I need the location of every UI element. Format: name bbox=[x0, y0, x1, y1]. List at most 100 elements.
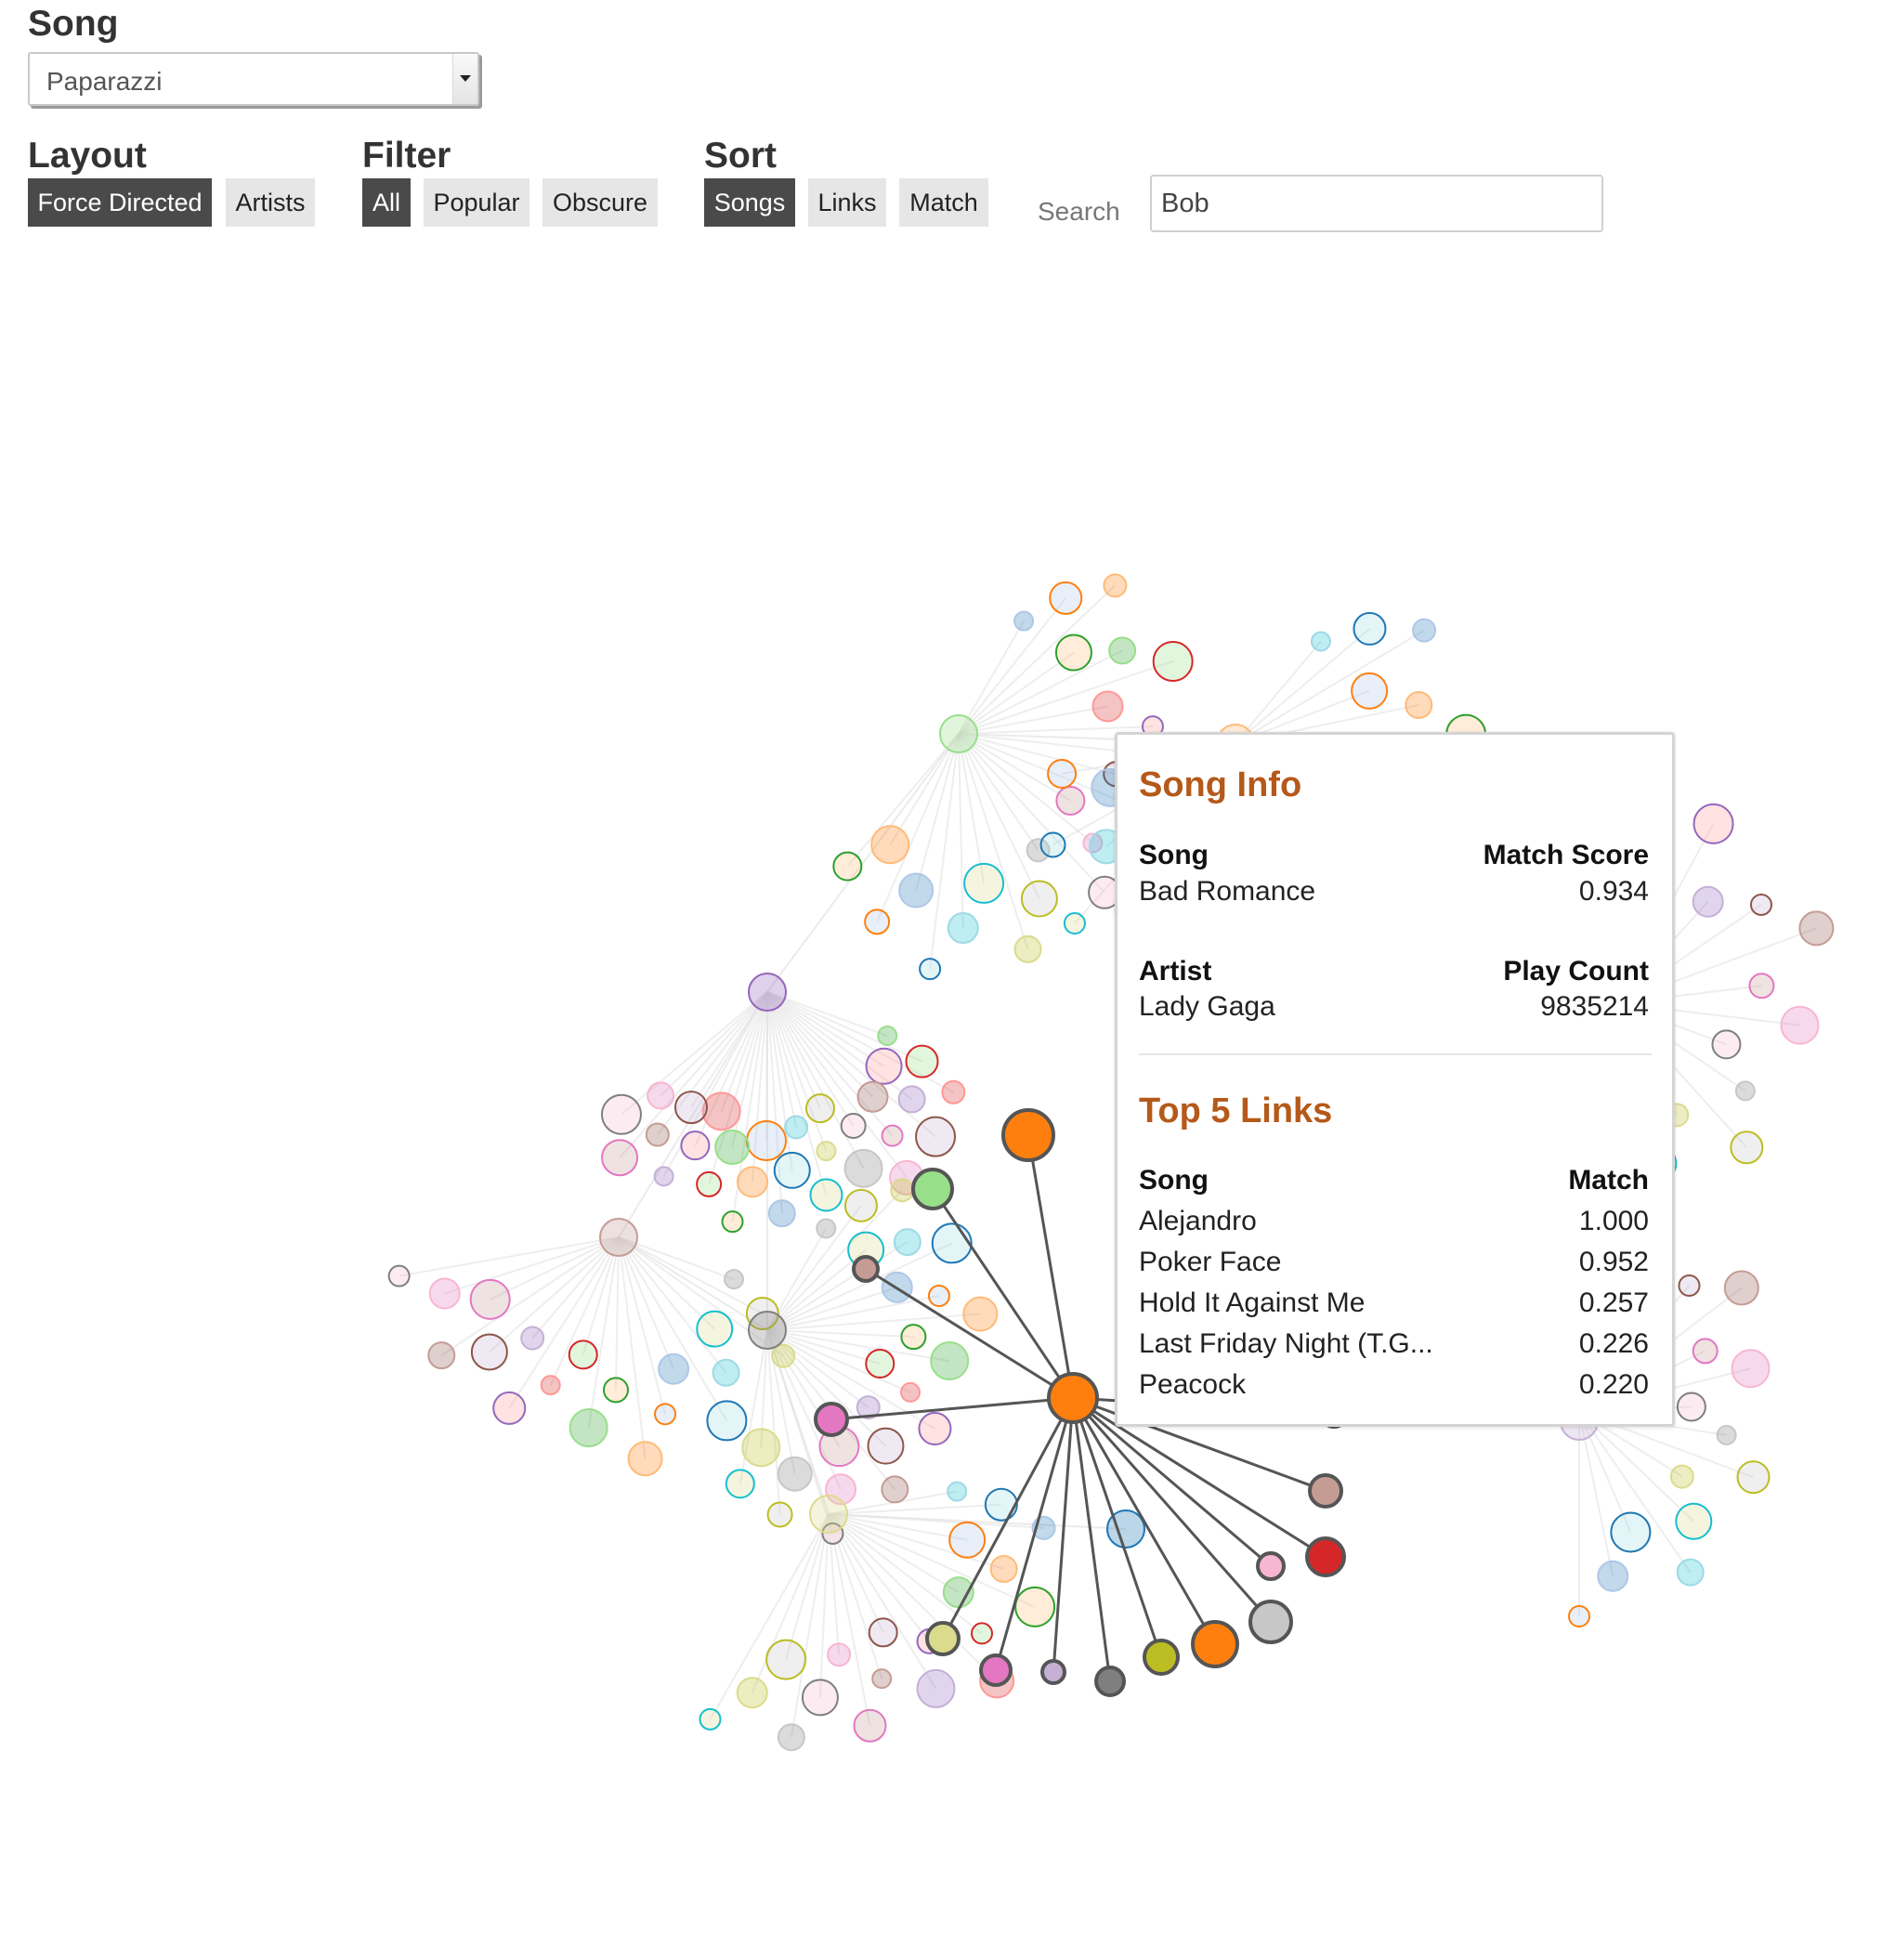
faded-node[interactable] bbox=[971, 1622, 994, 1645]
faded-node[interactable] bbox=[569, 1408, 608, 1448]
faded-node[interactable] bbox=[773, 1151, 811, 1189]
faded-node[interactable] bbox=[871, 1668, 893, 1690]
focused-song-node[interactable] bbox=[1047, 1372, 1099, 1424]
faded-node[interactable] bbox=[1780, 1005, 1820, 1045]
faded-node[interactable] bbox=[865, 1047, 903, 1085]
faded-node[interactable] bbox=[1692, 803, 1734, 844]
faded-node[interactable] bbox=[724, 1269, 745, 1290]
faded-node[interactable] bbox=[696, 1170, 723, 1197]
song-select[interactable]: Paparazzi bbox=[28, 52, 479, 106]
faded-node[interactable] bbox=[856, 1080, 889, 1113]
chevron-down-icon[interactable] bbox=[452, 54, 477, 104]
faded-node[interactable] bbox=[492, 1391, 527, 1425]
faded-node[interactable] bbox=[916, 1668, 956, 1708]
faded-node[interactable] bbox=[840, 1113, 867, 1140]
faded-node[interactable] bbox=[427, 1341, 456, 1370]
faded-hub-node[interactable] bbox=[599, 1218, 638, 1257]
faded-node[interactable] bbox=[1049, 581, 1083, 615]
faded-node[interactable] bbox=[1039, 831, 1066, 858]
faded-node[interactable] bbox=[864, 908, 891, 935]
faded-node[interactable] bbox=[927, 1285, 950, 1308]
faded-node[interactable] bbox=[1014, 1586, 1056, 1627]
faded-node[interactable] bbox=[745, 1296, 779, 1330]
faded-node[interactable] bbox=[947, 1481, 968, 1502]
faded-node[interactable] bbox=[941, 1079, 966, 1104]
highlighted-node[interactable] bbox=[1040, 1659, 1066, 1685]
highlighted-node[interactable] bbox=[1305, 1536, 1346, 1577]
faded-node[interactable] bbox=[905, 1044, 939, 1078]
faded-node[interactable] bbox=[947, 912, 979, 945]
faded-node[interactable] bbox=[1731, 1349, 1771, 1389]
faded-node[interactable] bbox=[948, 1521, 987, 1559]
faded-node[interactable] bbox=[1020, 880, 1058, 918]
faded-node[interactable] bbox=[699, 1707, 722, 1731]
highlighted-node[interactable] bbox=[1248, 1600, 1293, 1644]
highlighted-node[interactable] bbox=[925, 1621, 961, 1656]
faded-node[interactable] bbox=[821, 1522, 844, 1545]
highlighted-node[interactable] bbox=[1001, 1108, 1055, 1162]
faded-hub-node[interactable] bbox=[939, 714, 978, 753]
faded-node[interactable] bbox=[856, 1395, 881, 1420]
filter-all-button[interactable]: All bbox=[362, 178, 411, 227]
faded-node[interactable] bbox=[899, 1381, 921, 1403]
faded-node[interactable] bbox=[1152, 640, 1194, 682]
faded-node[interactable] bbox=[1676, 1558, 1705, 1587]
highlighted-node[interactable] bbox=[911, 1168, 954, 1210]
search-input[interactable] bbox=[1150, 175, 1603, 232]
faded-node[interactable] bbox=[706, 1400, 748, 1442]
faded-node[interactable] bbox=[1597, 1560, 1629, 1592]
faded-node[interactable] bbox=[725, 1469, 755, 1499]
sort-match-button[interactable]: Match bbox=[899, 178, 988, 227]
faded-node[interactable] bbox=[647, 1081, 675, 1110]
faded-node[interactable] bbox=[870, 825, 910, 865]
faded-node[interactable] bbox=[1568, 1605, 1590, 1627]
faded-node[interactable] bbox=[766, 1501, 793, 1528]
sort-links-button[interactable]: Links bbox=[808, 178, 886, 227]
faded-node[interactable] bbox=[765, 1639, 807, 1680]
faded-node[interactable] bbox=[962, 1296, 999, 1332]
faded-node[interactable] bbox=[1749, 893, 1772, 916]
faded-node[interactable] bbox=[1723, 1270, 1759, 1306]
faded-node[interactable] bbox=[1678, 1274, 1701, 1297]
faded-node[interactable] bbox=[915, 1116, 957, 1157]
faded-node[interactable] bbox=[801, 1679, 839, 1717]
faded-node[interactable] bbox=[1730, 1130, 1764, 1165]
faded-node[interactable] bbox=[1748, 973, 1775, 1000]
faded-node[interactable] bbox=[1063, 912, 1086, 935]
filter-popular-button[interactable]: Popular bbox=[424, 178, 529, 227]
faded-node[interactable] bbox=[804, 1093, 835, 1124]
faded-node[interactable] bbox=[771, 1343, 796, 1368]
faded-node[interactable] bbox=[1692, 1338, 1719, 1365]
highlighted-node[interactable] bbox=[1191, 1620, 1239, 1668]
faded-node[interactable] bbox=[919, 958, 942, 981]
faded-node[interactable] bbox=[1675, 1502, 1713, 1540]
faded-node[interactable] bbox=[1353, 611, 1387, 646]
faded-node[interactable] bbox=[696, 1310, 734, 1348]
faded-node[interactable] bbox=[816, 1218, 837, 1239]
faded-hub-node[interactable] bbox=[809, 1495, 848, 1534]
faded-node[interactable] bbox=[714, 1130, 751, 1166]
faded-node[interactable] bbox=[627, 1441, 663, 1477]
faded-node[interactable] bbox=[712, 1358, 740, 1387]
faded-node[interactable] bbox=[918, 1412, 952, 1446]
faded-node[interactable] bbox=[602, 1377, 629, 1404]
layout-force-directed-button[interactable]: Force Directed bbox=[28, 178, 212, 227]
highlighted-node[interactable] bbox=[1308, 1473, 1343, 1509]
faded-node[interactable] bbox=[654, 1403, 677, 1426]
highlighted-node[interactable] bbox=[1094, 1666, 1126, 1697]
highlighted-node[interactable] bbox=[1143, 1639, 1180, 1676]
faded-node[interactable] bbox=[893, 1228, 921, 1257]
faded-node[interactable] bbox=[877, 1026, 898, 1047]
faded-node[interactable] bbox=[1734, 1080, 1756, 1102]
faded-node[interactable] bbox=[470, 1333, 508, 1371]
faded-node[interactable] bbox=[736, 1677, 768, 1709]
faded-node[interactable] bbox=[930, 1341, 970, 1381]
highlighted-node[interactable] bbox=[979, 1653, 1013, 1687]
faded-node[interactable] bbox=[1055, 785, 1086, 816]
faded-node[interactable] bbox=[1310, 631, 1331, 652]
faded-node[interactable] bbox=[653, 1166, 674, 1187]
faded-node[interactable] bbox=[1736, 1460, 1771, 1495]
faded-node[interactable] bbox=[784, 1115, 809, 1140]
layout-artists-button[interactable]: Artists bbox=[226, 178, 315, 227]
faded-node[interactable] bbox=[777, 1723, 805, 1752]
